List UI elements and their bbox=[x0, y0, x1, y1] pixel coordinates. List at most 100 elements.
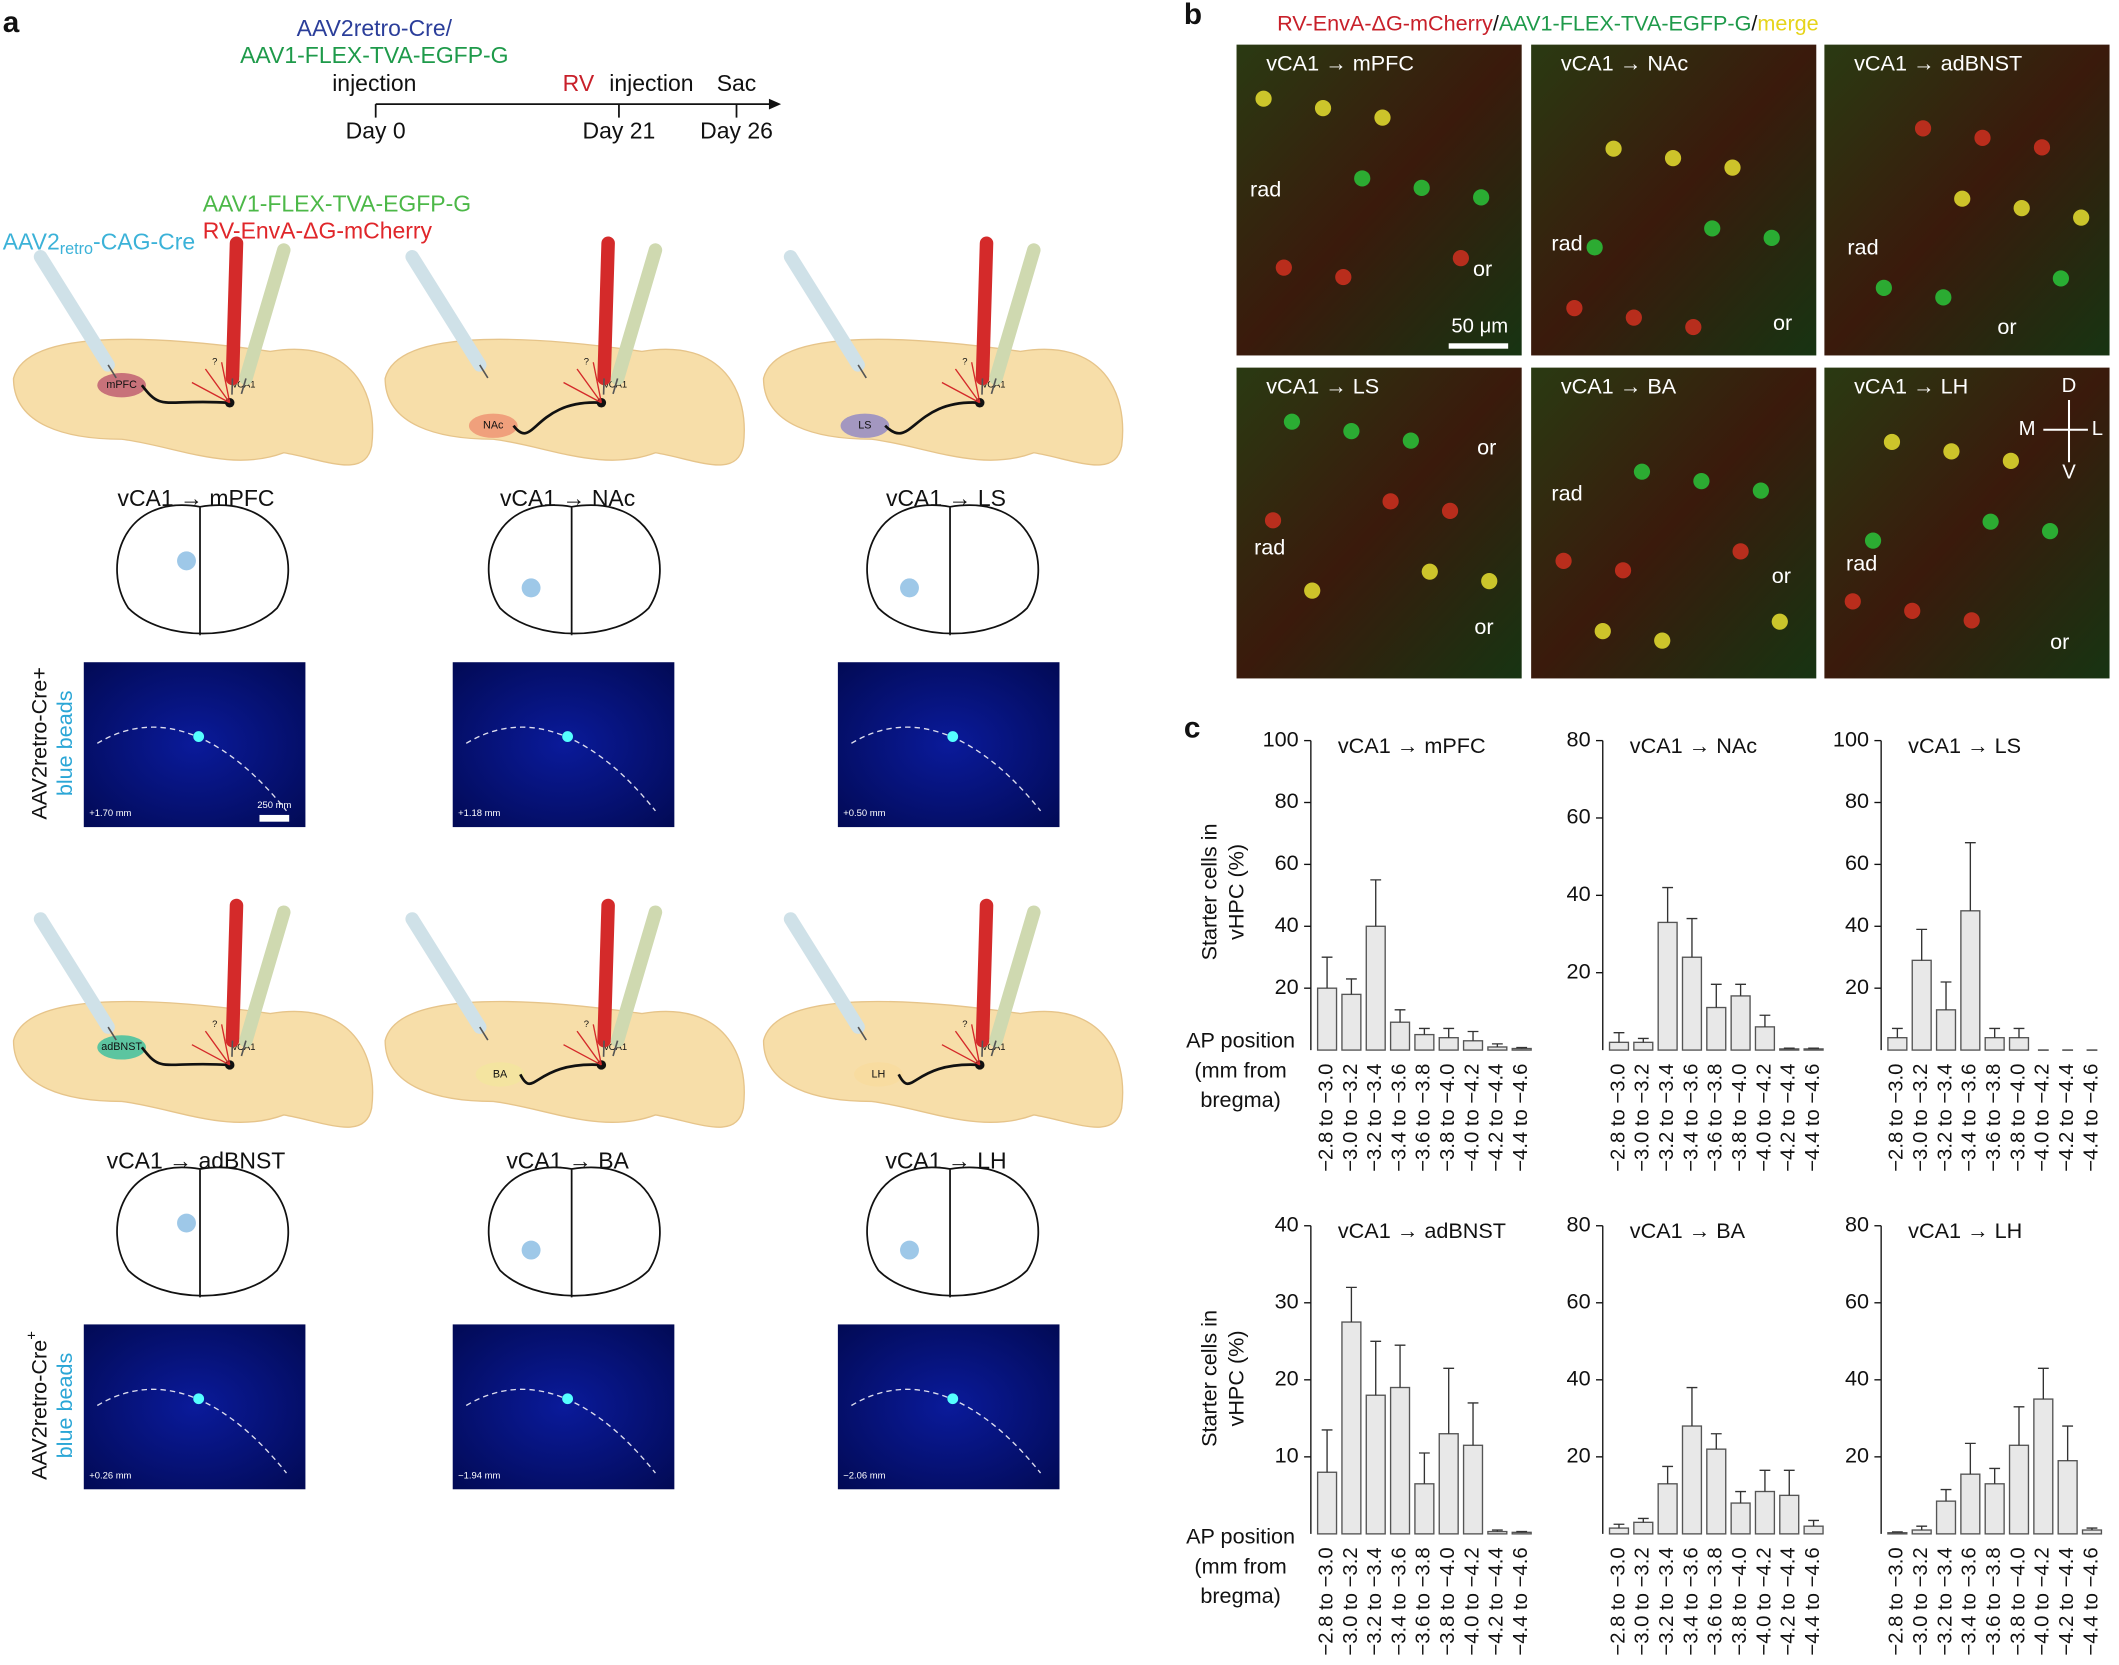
error-bar bbox=[2086, 1527, 2098, 1531]
coronal-section bbox=[487, 504, 661, 636]
x-tick-label: −2.8 to −3.0 bbox=[1607, 1547, 1629, 1655]
coronal-section bbox=[116, 504, 290, 636]
x-tick-label: −4.2 to −4.4 bbox=[2056, 1064, 2078, 1172]
label: merge bbox=[1757, 10, 1818, 35]
error-bar bbox=[1516, 1530, 1528, 1533]
bar bbox=[2008, 1037, 2030, 1051]
label: 20 bbox=[1567, 958, 1591, 983]
region bbox=[475, 1062, 525, 1087]
x-tick-label: −4.0 to −4.2 bbox=[2032, 1547, 2054, 1655]
x-tick-label: −4.2 to −4.4 bbox=[1486, 1064, 1508, 1172]
x-tick-label: −3.4 to −3.6 bbox=[1680, 1064, 1702, 1172]
bar bbox=[1608, 1527, 1630, 1535]
syringe bbox=[783, 250, 865, 372]
bar bbox=[1911, 959, 1932, 1051]
label: Sac bbox=[717, 70, 757, 96]
x-tick-label: −3.6 to −3.8 bbox=[1705, 1547, 1727, 1655]
error-bar bbox=[1686, 1386, 1698, 1427]
label: ? bbox=[212, 1019, 217, 1030]
error-bar bbox=[1443, 1027, 1455, 1038]
label: or bbox=[1474, 614, 1493, 639]
error-bar bbox=[1710, 983, 1722, 1008]
boundary bbox=[96, 1388, 288, 1474]
cell-body bbox=[1664, 150, 1682, 167]
bar bbox=[1316, 1471, 1338, 1535]
label: LH bbox=[872, 1068, 886, 1080]
label: −2.06 mm bbox=[843, 1470, 885, 1481]
x-tick-label: −3.2 to −3.4 bbox=[1934, 1064, 1956, 1172]
error-bar bbox=[1370, 879, 1382, 927]
label: 80 bbox=[1845, 1211, 1869, 1236]
x-tick-label: −3.2 to −3.4 bbox=[1656, 1064, 1678, 1172]
rv-spread bbox=[191, 362, 231, 404]
bar bbox=[2033, 1398, 2054, 1535]
bar bbox=[1706, 1448, 1727, 1535]
label: adBNST bbox=[101, 1041, 142, 1053]
label: 60 bbox=[1845, 850, 1869, 875]
bar bbox=[1462, 1040, 1484, 1051]
label: / bbox=[1493, 10, 1499, 35]
label: vCA1 → BA bbox=[1561, 374, 1677, 399]
label: 10 bbox=[1275, 1443, 1299, 1468]
label: vCA1 → BA bbox=[1630, 1218, 1746, 1243]
x-tick-label: −2.8 to −3.0 bbox=[1607, 1064, 1629, 1172]
label: +0.26 mm bbox=[89, 1470, 131, 1481]
cell-body bbox=[1343, 423, 1360, 440]
brain bbox=[384, 338, 745, 466]
label: / bbox=[1751, 10, 1757, 35]
bar bbox=[1960, 1473, 1981, 1535]
cell-body bbox=[1625, 309, 1642, 326]
projection bbox=[884, 401, 980, 435]
x-tick-label: −3.0 to −3.2 bbox=[1910, 1547, 1932, 1655]
syringe bbox=[989, 243, 1041, 386]
cell-body bbox=[1481, 573, 1498, 590]
fluorescence-image bbox=[452, 662, 675, 828]
label: rad bbox=[1250, 176, 1281, 201]
error-bar bbox=[1808, 1047, 1819, 1049]
label: AAV1-FLEX-TVA-EGFP-G bbox=[1499, 10, 1752, 35]
cell-body bbox=[1982, 513, 1999, 530]
x-tick-label: −2.8 to −3.0 bbox=[1315, 1547, 1337, 1655]
label: injection bbox=[609, 70, 693, 96]
label: (mm from bbox=[1194, 1057, 1286, 1082]
x-tick-label: −3.6 to −3.8 bbox=[1413, 1064, 1435, 1172]
needle bbox=[857, 1026, 867, 1041]
needle bbox=[107, 1026, 117, 1041]
y-axis-label: Starter cells in bbox=[1197, 824, 1222, 961]
region bbox=[840, 413, 890, 438]
rv-spread bbox=[941, 362, 981, 404]
bar bbox=[1681, 1425, 1703, 1535]
y-axis-label: Starter cells in bbox=[1197, 1310, 1222, 1447]
bar bbox=[1657, 921, 1678, 1051]
bar bbox=[2008, 1444, 2030, 1535]
cell-body bbox=[2002, 452, 2019, 469]
error-bar bbox=[1491, 1043, 1503, 1047]
cell-body bbox=[1605, 140, 1622, 157]
bar bbox=[1511, 1531, 1532, 1535]
bar bbox=[1487, 1046, 1508, 1051]
x-tick-label: −3.8 to −4.0 bbox=[1729, 1064, 1751, 1172]
cell-body bbox=[1943, 443, 1960, 460]
x-tick-label: −3.0 to −3.2 bbox=[1340, 1064, 1362, 1172]
label: AAV1-FLEX-TVA-EGFP-G bbox=[240, 42, 508, 68]
bar bbox=[1414, 1483, 1435, 1535]
cell-body bbox=[1935, 289, 1952, 306]
error-bar bbox=[2013, 1027, 2025, 1038]
side-label: blue beads bbox=[52, 690, 77, 796]
label: 40 bbox=[1567, 1366, 1591, 1391]
x-tick-label: −4.4 to −4.6 bbox=[1802, 1064, 1824, 1172]
bar bbox=[1462, 1444, 1484, 1535]
label: AP position bbox=[1186, 1524, 1295, 1549]
bar bbox=[1887, 1037, 1908, 1051]
cell-body bbox=[1255, 90, 1272, 107]
label: AAV1-FLEX-TVA-EGFP-G bbox=[203, 191, 471, 217]
cell-body bbox=[1354, 170, 1371, 187]
bead-site bbox=[177, 551, 196, 571]
cell-body bbox=[1771, 613, 1788, 630]
cell-body bbox=[1732, 543, 1749, 560]
bar bbox=[1754, 1026, 1776, 1051]
cell-body bbox=[1555, 552, 1572, 569]
cell-body bbox=[2041, 523, 2059, 540]
label: 60 bbox=[1275, 850, 1299, 875]
bar bbox=[1365, 925, 1386, 1051]
